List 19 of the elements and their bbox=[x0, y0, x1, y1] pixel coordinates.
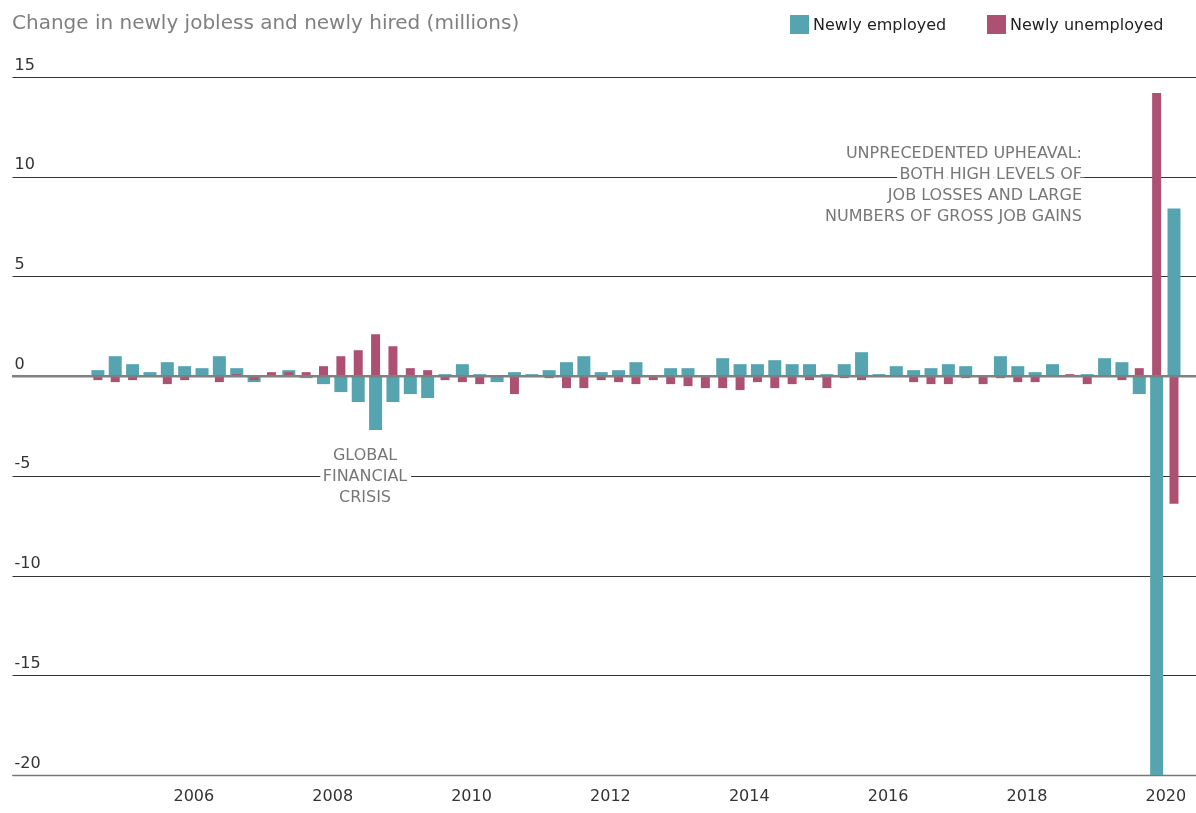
legend-label: Newly unemployed bbox=[1010, 14, 1164, 34]
y-tick-label: 5 bbox=[14, 253, 25, 273]
y-tick-label: -15 bbox=[14, 652, 41, 672]
y-tick-label: 15 bbox=[14, 54, 35, 74]
y-tick-label: -20 bbox=[14, 752, 41, 772]
y-tick-label: -10 bbox=[14, 553, 41, 573]
x-tick-label: 2014 bbox=[728, 785, 770, 805]
x-tick-label: 2006 bbox=[173, 785, 215, 805]
legend-label: Newly employed bbox=[813, 14, 947, 34]
x-tick-label: 2012 bbox=[590, 785, 631, 805]
x-tick-label: 2020 bbox=[1145, 785, 1187, 805]
y-tick-label: 0 bbox=[14, 353, 25, 373]
x-tick-label: 2018 bbox=[1006, 785, 1048, 805]
x-tick-label: 2008 bbox=[312, 785, 354, 805]
x-tick-label: 2016 bbox=[867, 785, 909, 805]
y-tick-label: -5 bbox=[14, 453, 31, 473]
x-tick-label: 2010 bbox=[451, 785, 492, 805]
y-tick-label: 10 bbox=[14, 154, 35, 174]
chart-title: Change in newly jobless and newly hired (millions) bbox=[12, 10, 520, 34]
